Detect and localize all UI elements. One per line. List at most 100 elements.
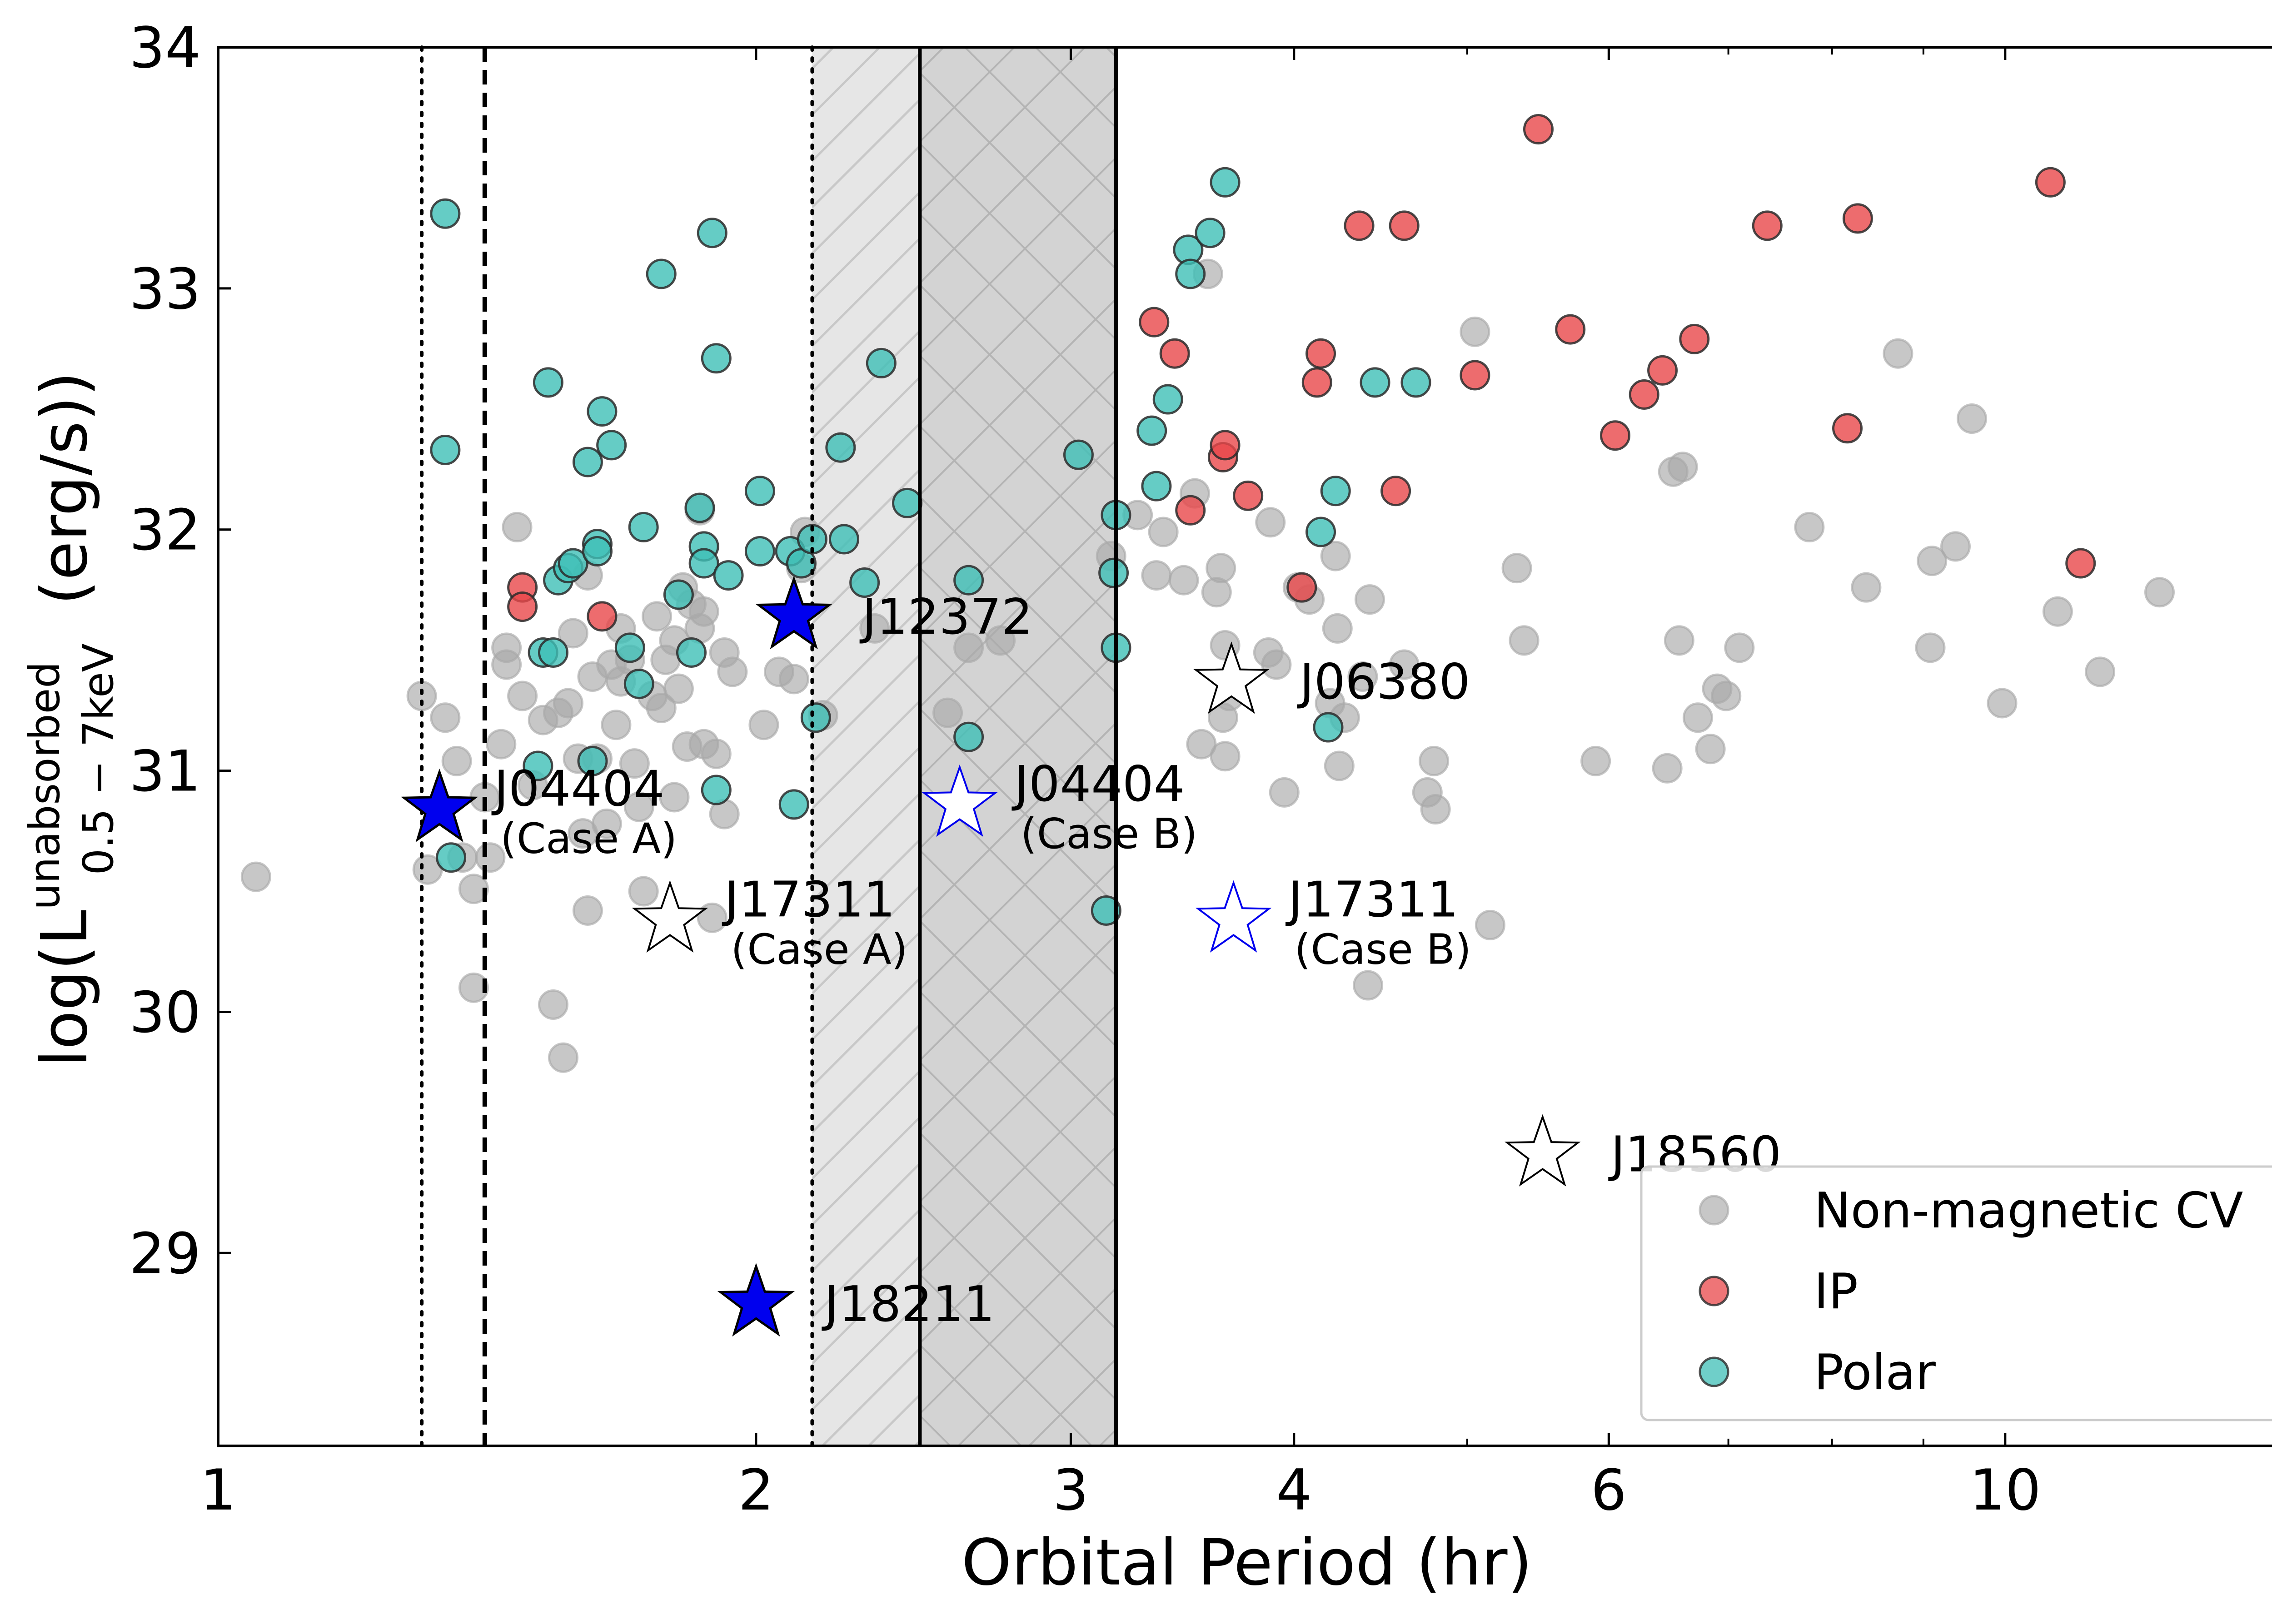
data-point <box>1175 495 1206 526</box>
data-point <box>1313 712 1344 743</box>
data-point <box>2035 167 2066 198</box>
data-point <box>701 343 732 374</box>
data-point <box>1842 203 1873 234</box>
data-point <box>614 632 645 663</box>
data-point <box>2085 656 2116 687</box>
data-point <box>663 579 694 610</box>
star-marker-j12372 <box>755 576 833 650</box>
data-point <box>701 738 732 769</box>
data-point <box>778 664 809 695</box>
star-marker-j04404-b <box>922 764 998 837</box>
x-tick-label: 6 <box>1591 1458 1627 1523</box>
data-point <box>1501 553 1532 584</box>
data-point <box>1794 512 1825 542</box>
data-point <box>1353 970 1384 1001</box>
series-ip <box>507 114 2096 632</box>
data-point <box>1957 403 1988 434</box>
data-point <box>623 791 654 822</box>
data-point <box>619 748 650 779</box>
data-point <box>676 637 707 668</box>
data-point <box>1255 507 1286 538</box>
data-point <box>1360 367 1390 398</box>
data-point <box>240 861 271 892</box>
legend-label: Polar <box>1814 1344 1936 1401</box>
data-point <box>1917 546 1948 576</box>
data-point <box>558 548 588 579</box>
data-point <box>697 902 727 933</box>
data-point <box>1724 632 1755 663</box>
data-point <box>1206 553 1236 584</box>
star-marker-j18560 <box>1505 1114 1581 1187</box>
data-point <box>1460 360 1490 391</box>
data-point <box>1354 584 1385 615</box>
data-point <box>1695 734 1726 765</box>
data-point <box>1600 420 1631 451</box>
plot-frame <box>217 46 2272 1447</box>
data-point <box>1380 476 1411 507</box>
data-point <box>953 721 984 752</box>
data-point <box>507 680 538 711</box>
legend-marker <box>1699 1276 1729 1306</box>
data-point <box>1347 661 1378 692</box>
data-point <box>985 625 1016 656</box>
data-point <box>458 972 489 1003</box>
data-point <box>717 656 748 687</box>
data-point <box>701 775 732 805</box>
star-sublabel-j04404-a: (Case A) <box>500 814 677 863</box>
data-point <box>1389 210 1420 241</box>
data-point <box>2065 548 2096 579</box>
star-label-j12372: J12372 <box>859 589 1032 646</box>
data-point <box>1210 741 1241 772</box>
data-point <box>553 688 583 719</box>
data-point <box>642 601 673 632</box>
data-point <box>430 198 461 229</box>
data-point <box>1832 413 1863 444</box>
star-marker-j17311-b <box>1195 880 1272 953</box>
data-point <box>1509 625 1540 656</box>
data-point <box>628 876 659 907</box>
star-sublabel-j17311-b: (Case B) <box>1295 925 1471 974</box>
data-point <box>1320 476 1351 507</box>
data-point <box>507 591 538 622</box>
data-point <box>2042 596 2073 627</box>
data-point <box>1159 338 1190 369</box>
data-point <box>688 596 719 627</box>
data-point <box>892 487 923 518</box>
data-point <box>659 782 690 813</box>
y-tick-label: 29 <box>129 1221 201 1286</box>
data-point <box>486 729 517 760</box>
data-point <box>1389 649 1420 680</box>
data-point <box>1148 517 1179 547</box>
data-point <box>1851 572 1882 603</box>
data-point <box>1667 452 1698 482</box>
data-point <box>538 989 568 1020</box>
x-tick-label: 10 <box>1969 1458 2041 1523</box>
data-point <box>572 895 603 926</box>
data-point <box>953 632 984 663</box>
x-axis-title: Orbital Period (hr) <box>962 1526 1532 1600</box>
data-point <box>828 524 859 555</box>
star-sublabel-j04404-b: (Case B) <box>1021 810 1197 858</box>
data-point <box>1664 625 1694 656</box>
data-point <box>932 697 963 728</box>
star-sublabel-j17311-a: (Case A) <box>731 925 907 974</box>
data-point <box>502 512 533 542</box>
data-point <box>582 536 613 567</box>
data-point <box>430 435 461 466</box>
star-label-j17311-a: J17311 <box>722 872 895 929</box>
data-point <box>1139 307 1170 338</box>
data-point <box>1555 314 1586 345</box>
series-polar <box>430 167 1431 926</box>
data-point <box>646 693 677 724</box>
data-point <box>713 560 744 591</box>
data-point <box>1419 745 1450 776</box>
data-point <box>1883 338 1913 369</box>
star-label-j06380: J06380 <box>1297 654 1470 710</box>
data-point <box>1152 384 1183 415</box>
data-point <box>1168 565 1199 596</box>
data-point <box>430 702 461 733</box>
data-point <box>684 492 715 523</box>
data-point <box>1324 750 1355 781</box>
data-point <box>744 476 775 507</box>
